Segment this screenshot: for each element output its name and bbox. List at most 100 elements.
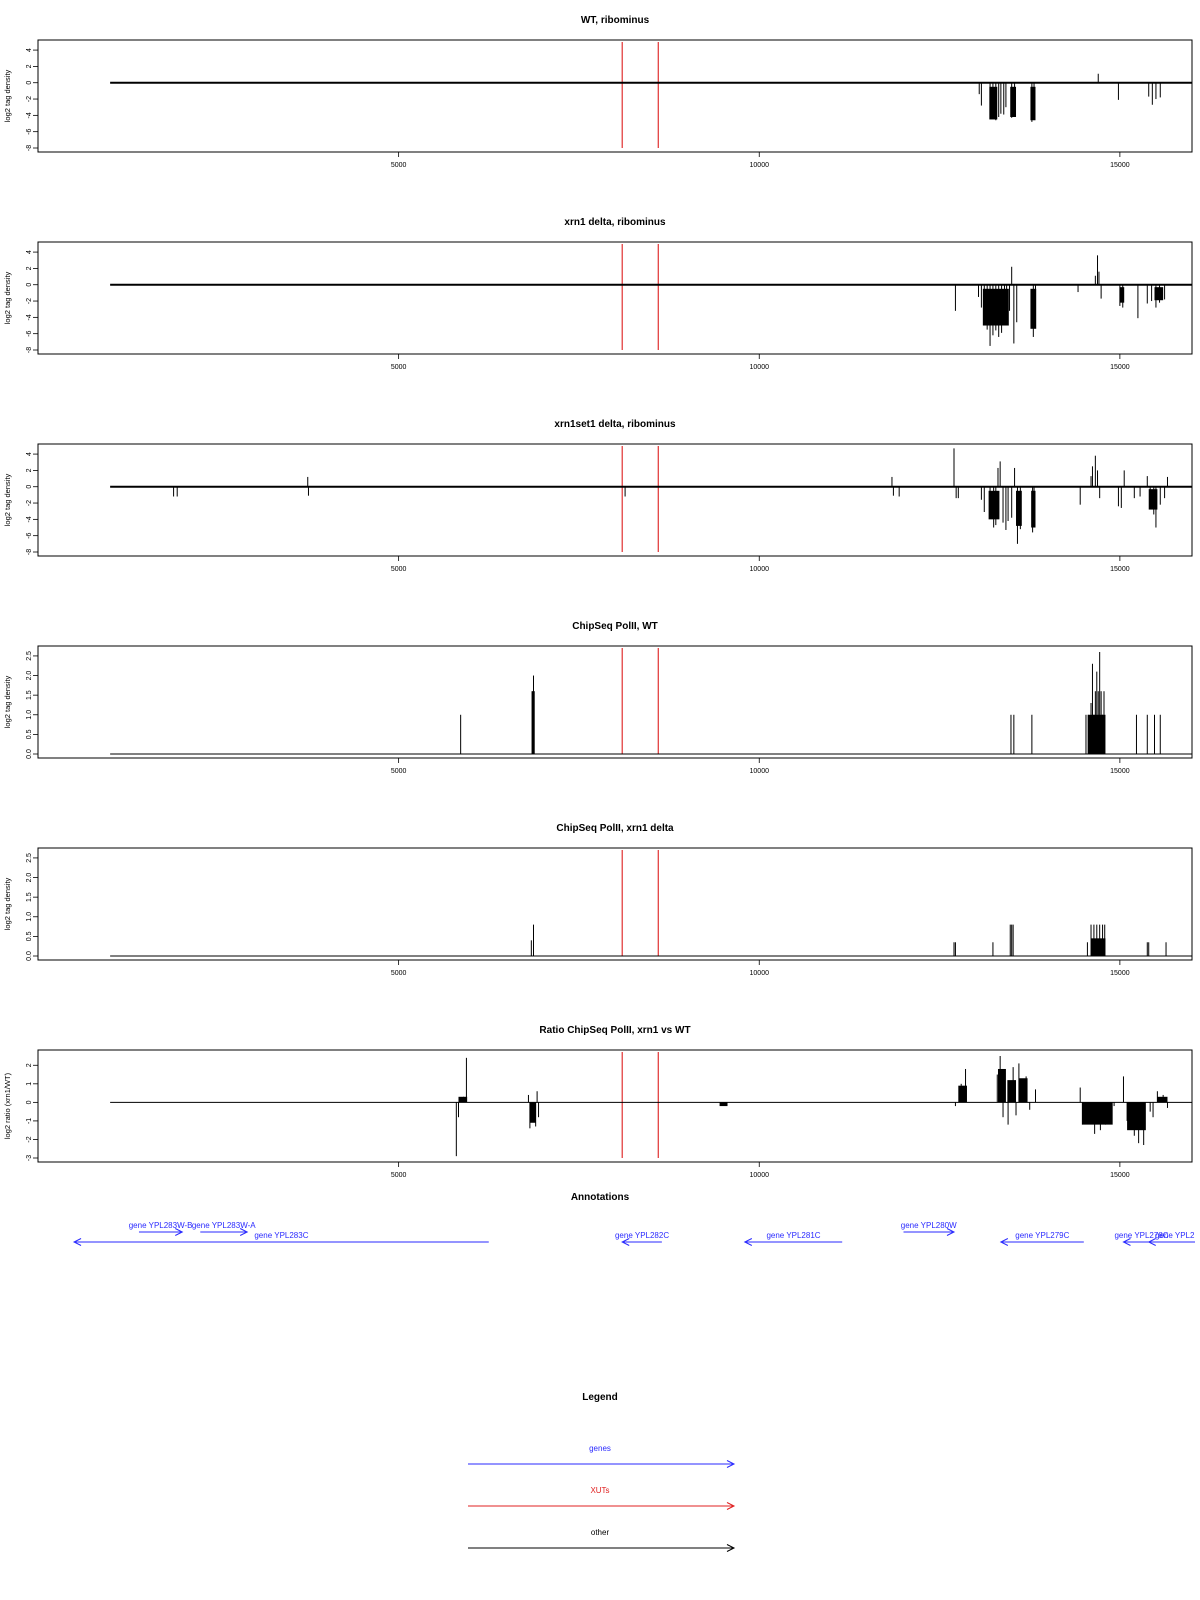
gene-label: gene YPL278C <box>1114 1231 1168 1240</box>
y-tick-label: -2 <box>26 1136 33 1142</box>
gene-label: gene YPL283C <box>254 1231 308 1240</box>
y-tick-label: 0.5 <box>26 729 33 739</box>
y-tick-label: 0 <box>26 81 33 85</box>
annotations-title: Annotations <box>571 1192 630 1203</box>
y-tick-label: -2 <box>26 500 33 506</box>
gene-annotation: gene YPL282C <box>615 1231 669 1246</box>
y-tick-label: 1 <box>26 1082 33 1086</box>
plot-frame <box>37 443 1193 557</box>
gene-label: gene YPL280W <box>901 1221 957 1230</box>
data-span <box>1010 86 1017 117</box>
y-tick-label: -6 <box>26 128 33 134</box>
y-tick-label: 1.0 <box>26 710 33 720</box>
arrowhead-icon <box>72 1238 82 1246</box>
y-tick-label: -2 <box>26 96 33 102</box>
data-span <box>1016 490 1022 526</box>
gene-label: gene YPL2 <box>1155 1231 1195 1240</box>
y-tick-label: 2 <box>26 266 33 270</box>
legend-item: other <box>468 1528 736 1552</box>
y-tick-label: -4 <box>26 314 33 320</box>
y-axis-label: log2 tag density <box>3 473 12 526</box>
x-tick-label: 5000 <box>391 768 407 775</box>
data-span <box>1148 489 1158 510</box>
y-tick-label: -8 <box>26 347 33 353</box>
y-tick-label: 2.5 <box>26 651 33 661</box>
y-tick-label: 0 <box>26 1100 33 1104</box>
plot-frame <box>37 1049 1193 1163</box>
y-tick-label: 1.0 <box>26 912 33 922</box>
x-tick-label: 15000 <box>1110 364 1130 371</box>
panel-title: xrn1 delta, ribominus <box>564 217 666 228</box>
y-tick-label: -4 <box>26 112 33 118</box>
y-tick-label: -2 <box>26 298 33 304</box>
plot-frame <box>37 847 1193 961</box>
data-span <box>958 1085 967 1103</box>
panel-4: ChipSeq PolII, WT 0.0 0.5 1.0 1.5 2.0 2.5 log2 … <box>3 621 1193 775</box>
y-tick-label: 2.0 <box>26 671 33 681</box>
data-span <box>997 1068 1006 1103</box>
y-tick-label: 0.0 <box>26 951 33 961</box>
x-tick-label: 5000 <box>391 364 407 371</box>
data-span <box>1031 490 1036 528</box>
arrowhead-icon <box>239 1228 249 1236</box>
gene-annotation: gene YPL283C <box>72 1231 489 1246</box>
y-tick-label: -3 <box>26 1155 33 1161</box>
panel-title: ChipSeq PolII, xrn1 delta <box>556 823 674 834</box>
gene-annotation: gene YPL280W <box>901 1221 957 1236</box>
data-span <box>1127 1102 1146 1131</box>
data-span <box>458 1096 468 1103</box>
y-tick-label: 0 <box>26 283 33 287</box>
x-tick-label: 5000 <box>391 1172 407 1179</box>
plot-frame <box>37 645 1193 759</box>
panel-3: xrn1set1 delta, ribominus -8 -6 -4 -2 0 2 4 log2… <box>3 419 1193 573</box>
y-tick-label: 0 <box>26 485 33 489</box>
arrowhead-icon <box>621 1238 630 1246</box>
y-tick-label: 0.0 <box>26 749 33 759</box>
arrowhead-icon <box>946 1228 956 1236</box>
panel-2: xrn1 delta, ribominus -8 -6 -4 -2 0 2 4 log2 tag… <box>3 217 1193 371</box>
y-tick-label: 1.5 <box>26 892 33 902</box>
x-tick-label: 10000 <box>750 364 770 371</box>
panel-title: Ratio ChipSeq PolII, xrn1 vs WT <box>539 1025 690 1036</box>
y-tick-label: 4 <box>26 452 33 456</box>
y-tick-label: 2 <box>26 1063 33 1067</box>
gene-label: gene YPL282C <box>615 1231 669 1240</box>
x-tick-label: 15000 <box>1110 970 1130 977</box>
y-tick-label: -8 <box>26 549 33 555</box>
y-tick-label: -6 <box>26 330 33 336</box>
x-tick-label: 10000 <box>750 566 770 573</box>
x-tick-label: 10000 <box>750 162 770 169</box>
x-tick-label: 15000 <box>1110 768 1130 775</box>
y-axis-label: log2 tag density <box>3 271 12 324</box>
x-tick-label: 5000 <box>391 162 407 169</box>
panel-6: Ratio ChipSeq PolII, xrn1 vs WT -3 -2 -1 0 1 2… <box>3 1025 1193 1179</box>
y-axis-label: log2 tag density <box>3 69 12 122</box>
arrowhead-icon <box>726 1460 736 1468</box>
y-axis-label: log2 tag density <box>3 877 12 930</box>
y-tick-label: 1.5 <box>26 690 33 700</box>
gene-annotation: gene YPL281C <box>743 1231 843 1246</box>
legend: Legend genes XUTs other <box>468 1392 736 1552</box>
legend-label: XUTs <box>590 1486 609 1495</box>
x-tick-label: 10000 <box>750 768 770 775</box>
arrowhead-icon <box>743 1238 753 1246</box>
y-tick-label: -4 <box>26 516 33 522</box>
panel-title: xrn1set1 delta, ribominus <box>554 419 676 430</box>
y-tick-label: 2 <box>26 64 33 68</box>
y-axis-label: log2 ratio (xrn1/WT) <box>3 1072 12 1139</box>
data-span <box>529 1102 536 1123</box>
data-span <box>1154 287 1164 301</box>
arrowhead-icon <box>175 1228 184 1236</box>
gene-annotation: gene YPL283W-A <box>192 1221 256 1236</box>
y-tick-label: -6 <box>26 532 33 538</box>
y-tick-label: 4 <box>26 48 33 52</box>
arrowhead-icon <box>999 1238 1009 1246</box>
y-tick-label: 2.5 <box>26 853 33 863</box>
y-tick-label: -8 <box>26 145 33 151</box>
data-span <box>1157 1096 1168 1103</box>
y-tick-label: 2 <box>26 468 33 472</box>
x-tick-label: 15000 <box>1110 1172 1130 1179</box>
gene-label: gene YPL283W-A <box>192 1221 256 1230</box>
